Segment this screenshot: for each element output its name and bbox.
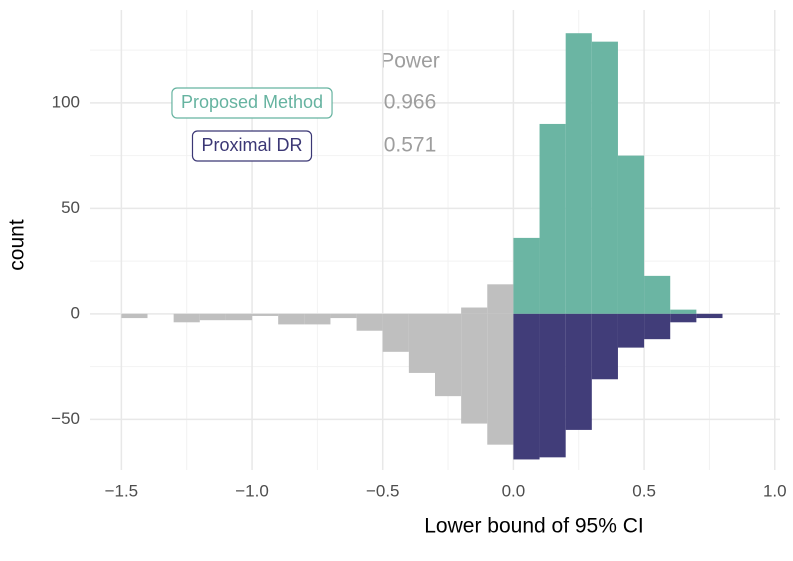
x-tick-label: 0.5 [632, 481, 656, 500]
x-tick-label: −0.5 [366, 481, 400, 500]
y-tick-label: 100 [52, 92, 80, 111]
histogram-bar [382, 313, 409, 352]
histogram-bar [461, 313, 488, 424]
power-value: 0.966 [384, 91, 437, 114]
y-tick-label: 50 [61, 198, 80, 217]
x-tick-label: −1.5 [105, 481, 139, 500]
histogram-bar [617, 155, 645, 314]
histogram-bar [173, 313, 200, 323]
x-axis-label: Lower bound of 95% CI [424, 515, 643, 538]
power-value: 0.571 [384, 134, 437, 157]
histogram-bar [121, 313, 148, 319]
histogram-bar [539, 123, 566, 314]
histogram-bar [591, 41, 618, 314]
histogram-bar [408, 313, 435, 373]
histogram-bar [199, 313, 226, 321]
histogram-bar [565, 313, 592, 430]
y-axis-label: count [6, 219, 29, 271]
histogram-bar [617, 313, 645, 348]
x-tick-label: −1.0 [235, 481, 269, 500]
histogram-bar [644, 313, 671, 340]
histogram-bar [278, 313, 305, 325]
histogram-bar [252, 313, 279, 316]
x-tick-label: 0.0 [502, 481, 526, 500]
histogram-bar [356, 313, 383, 331]
x-tick-label: 1.0 [763, 481, 787, 500]
y-tick-label: −50 [51, 409, 80, 428]
histogram-bar [461, 307, 488, 314]
histogram-bar [225, 313, 253, 321]
histogram-bar [696, 313, 723, 319]
histogram-bar [591, 313, 618, 380]
histogram-bar [513, 313, 540, 460]
legend-box [191, 130, 313, 162]
histogram-bar [670, 313, 697, 323]
legend-box [171, 87, 333, 119]
legend-label: Proposed Method [181, 92, 323, 112]
histogram-bar [330, 313, 357, 319]
histogram-bar [487, 284, 514, 314]
histogram-bar [487, 313, 514, 445]
histogram-bar [304, 313, 331, 325]
histogram-bar [565, 33, 592, 314]
y-tick-label: 0 [71, 303, 80, 322]
histogram-bar [435, 313, 462, 397]
histogram-bar [670, 309, 697, 314]
legend-label: Proximal DR [201, 135, 302, 155]
histogram-bar [644, 275, 671, 314]
histogram-bar [539, 313, 566, 458]
power-title: Power [380, 50, 440, 73]
histogram-bar [513, 237, 540, 314]
